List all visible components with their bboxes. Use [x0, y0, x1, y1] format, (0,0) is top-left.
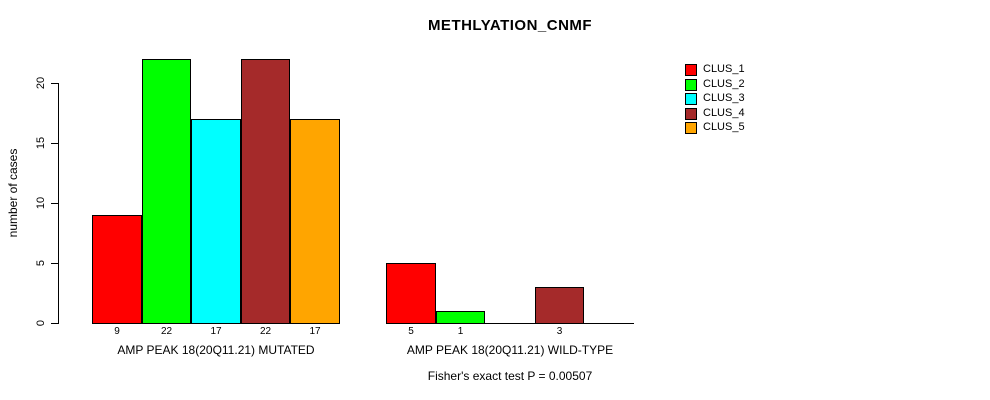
fisher-test-annotation: Fisher's exact test P = 0.00507 — [427, 369, 593, 383]
bar-value-label: 3 — [556, 326, 563, 337]
legend-swatch-clus_2 — [685, 79, 697, 91]
y-axis-title: number of cases — [6, 148, 20, 238]
bar-clus_3 — [191, 119, 241, 324]
bar-clus_5 — [290, 119, 340, 324]
bar-value-label: 17 — [210, 326, 222, 337]
y-axis-tick — [51, 143, 58, 144]
bar-clus_1 — [92, 215, 142, 324]
legend: CLUS_1 CLUS_2 CLUS_3 CLUS_4 CLUS_5 — [685, 63, 805, 144]
group-label: AMP PEAK 18(20Q11.21) WILD-TYPE — [406, 343, 614, 357]
bar-clus_2 — [436, 311, 485, 324]
y-axis-tick-label: 10 — [35, 196, 47, 210]
group-label: AMP PEAK 18(20Q11.21) MUTATED — [117, 343, 315, 357]
chart-title: METHLYATION_CNMF — [427, 17, 593, 34]
bar-value-label: 5 — [408, 326, 414, 337]
bar-clus_4 — [535, 287, 584, 324]
y-axis-tick-label: 5 — [35, 259, 47, 267]
bar-value-label: 1 — [457, 326, 464, 337]
x-axis-baseline — [386, 323, 634, 324]
bar-clus_4 — [241, 59, 290, 324]
y-axis-tick — [51, 203, 58, 204]
y-axis-tick-label: 15 — [35, 136, 47, 150]
bar-value-label: 9 — [114, 326, 120, 337]
legend-swatch-clus_3 — [685, 93, 697, 105]
bar-value-label: 22 — [259, 326, 272, 337]
y-axis-tick — [51, 263, 58, 264]
legend-swatch-clus_4 — [685, 108, 697, 120]
y-axis-tick — [51, 323, 58, 324]
y-axis-tick-label: 0 — [35, 319, 47, 327]
legend-swatch-clus_1 — [685, 64, 697, 76]
bar-value-label: 17 — [309, 326, 321, 337]
y-axis-tick — [51, 83, 58, 84]
legend-label: CLUS_5 — [703, 121, 745, 133]
bar-clus_2 — [142, 59, 191, 324]
bar-clus_1 — [386, 263, 436, 324]
legend-swatch-clus_5 — [685, 122, 697, 134]
legend-label: CLUS_4 — [703, 107, 745, 119]
bar-value-label: 22 — [160, 326, 173, 337]
legend-label: CLUS_1 — [703, 63, 745, 75]
legend-label: CLUS_2 — [703, 78, 745, 90]
y-axis-tick-label: 20 — [35, 76, 47, 90]
y-axis-line — [58, 83, 59, 324]
legend-label: CLUS_3 — [703, 92, 745, 104]
